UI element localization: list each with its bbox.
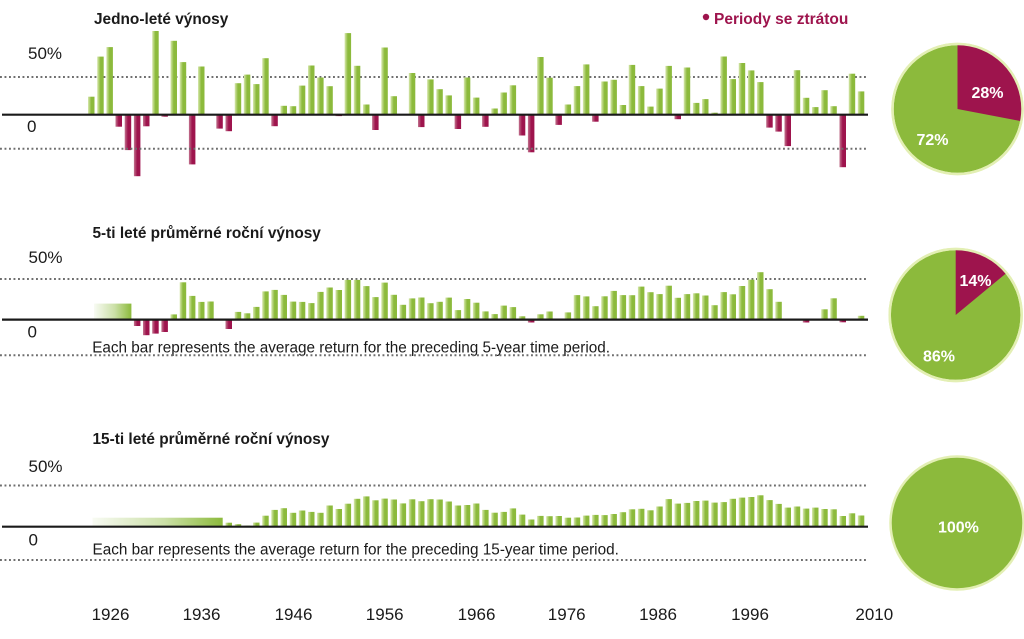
svg-text:1986: 1986 [639,605,677,624]
svg-text:0: 0 [29,531,38,550]
svg-text:100%: 100% [938,520,979,537]
svg-text:0: 0 [28,323,37,342]
svg-text:1946: 1946 [275,605,313,624]
svg-text:2010: 2010 [855,605,893,624]
svg-text:Periody se ztrátou: Periody se ztrátou [714,11,848,28]
svg-text:Jedno-leté výnosy: Jedno-leté výnosy [94,11,229,28]
svg-text:0: 0 [27,117,36,136]
svg-text:50%: 50% [29,457,63,476]
svg-text:1996: 1996 [731,605,769,624]
svg-text:Each bar represents the averag: Each bar represents the average return f… [93,542,619,559]
svg-text:50%: 50% [28,44,62,63]
svg-text:14%: 14% [959,273,991,290]
svg-text:50%: 50% [29,248,63,267]
svg-text:1936: 1936 [183,605,221,624]
svg-text:15-ti leté průměrné roční výno: 15-ti leté průměrné roční výnosy [93,431,330,448]
svg-text:1966: 1966 [458,605,496,624]
svg-text:72%: 72% [916,132,948,149]
svg-text:28%: 28% [971,85,1003,102]
svg-text:1926: 1926 [92,605,130,624]
svg-text:1956: 1956 [366,605,404,624]
svg-text:86%: 86% [923,349,955,366]
svg-text:5-ti leté průměrné roční výnos: 5-ti leté průměrné roční výnosy [93,225,322,242]
svg-text:1976: 1976 [548,605,586,624]
svg-text:Each bar represents the averag: Each bar represents the average return f… [92,340,610,357]
